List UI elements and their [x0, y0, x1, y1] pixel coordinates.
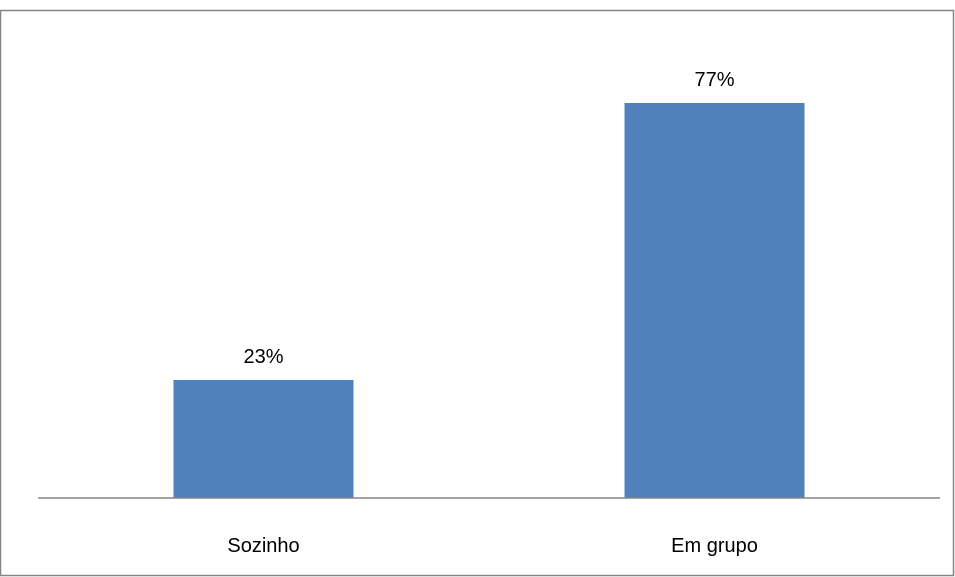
- x-tick-label: Em grupo: [671, 535, 758, 557]
- bar-sozinho: [173, 380, 354, 498]
- labels-layer: 23% Sozinho 77% Em grupo: [227, 69, 758, 557]
- data-label: 23%: [243, 346, 283, 368]
- bars-layer: [173, 103, 805, 498]
- chart-border: [0, 9, 955, 577]
- bar-em-grupo: [624, 103, 805, 498]
- data-label: 77%: [694, 69, 734, 91]
- x-tick-label: Sozinho: [227, 535, 299, 557]
